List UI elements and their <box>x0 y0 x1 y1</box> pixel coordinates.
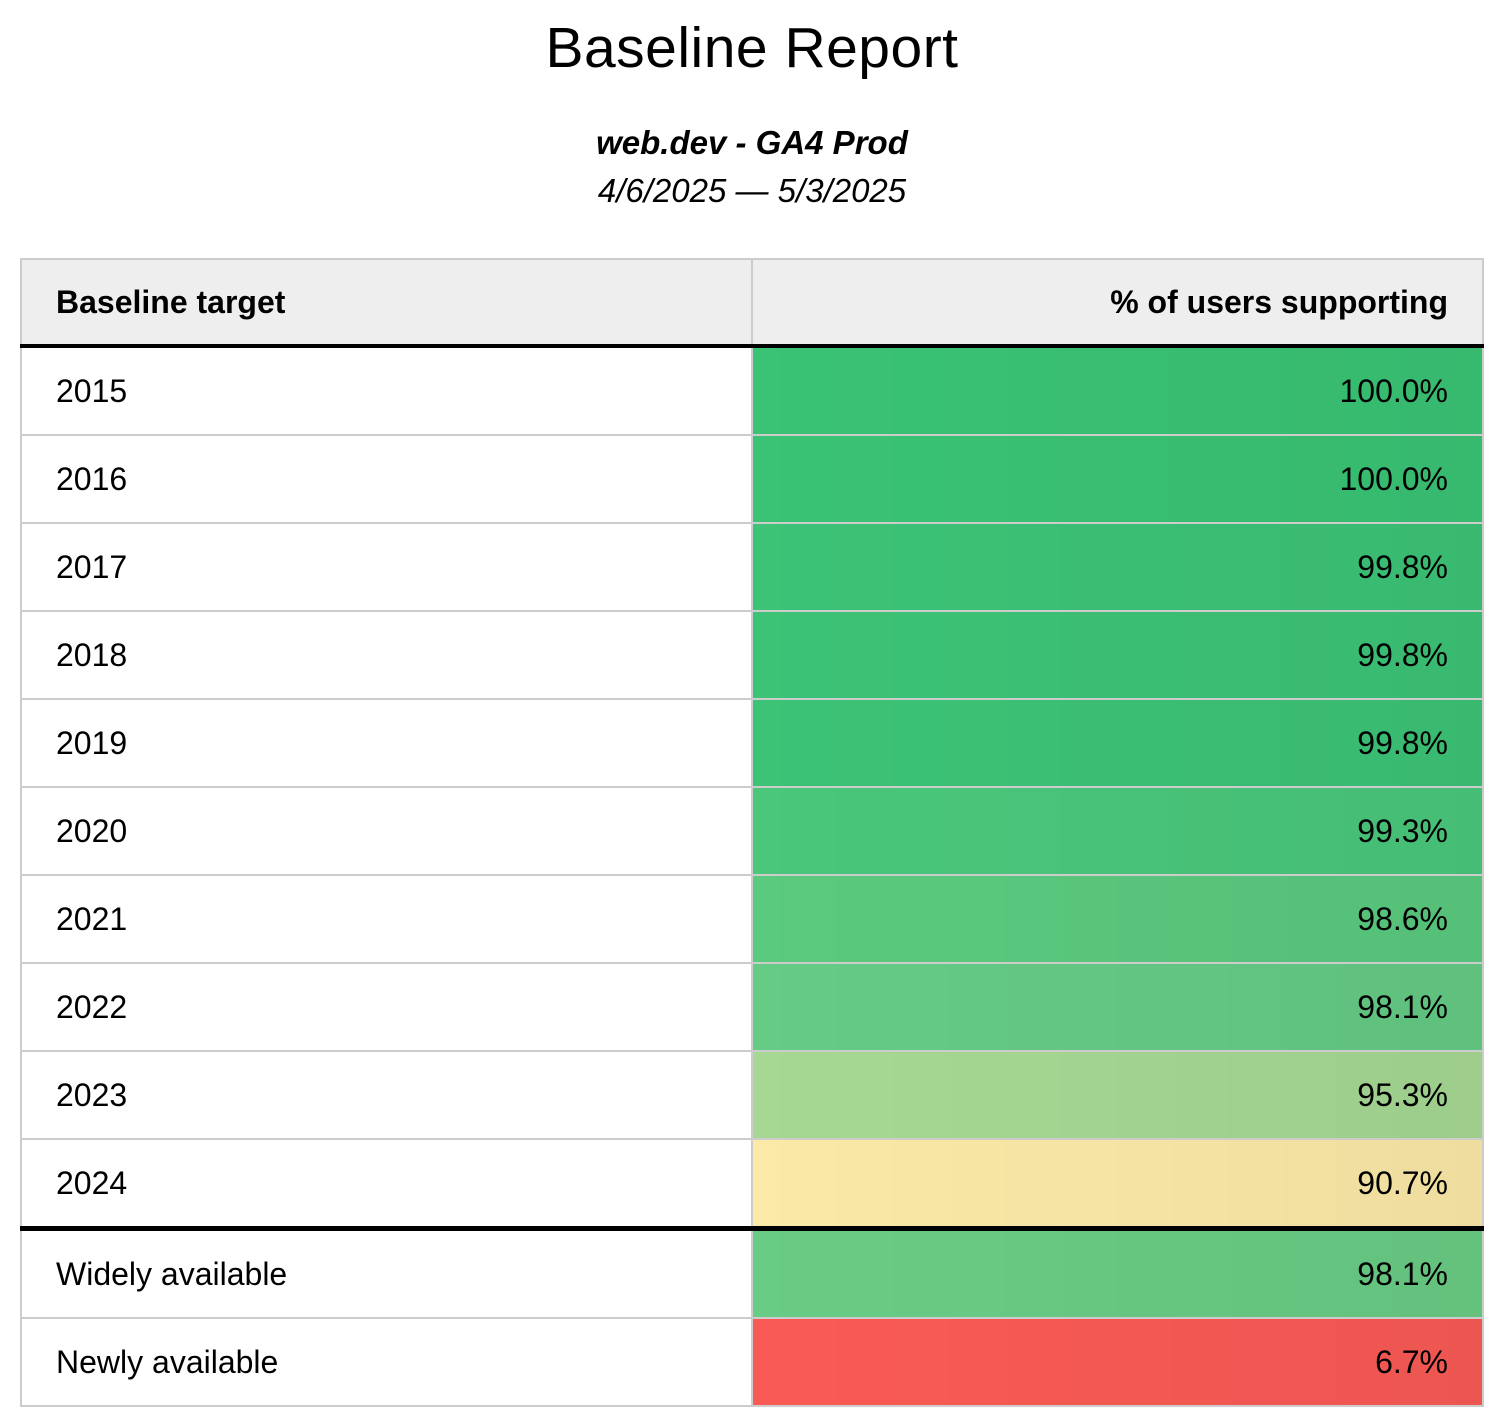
table-row: 2021 98.6% <box>20 874 1484 965</box>
baseline-target-cell: 2019 <box>20 698 753 789</box>
table-row: 2023 95.3% <box>20 1050 1484 1141</box>
page-title: Baseline Report <box>545 16 959 80</box>
table-row: 2018 99.8% <box>20 610 1484 701</box>
support-percentage-cell: 100.0% <box>751 345 1484 437</box>
table-row: 2020 99.3% <box>20 786 1484 877</box>
baseline-target-cell: 2015 <box>20 345 753 437</box>
baseline-target-cell: 2024 <box>20 1138 753 1232</box>
support-percentage-cell: 100.0% <box>751 434 1484 525</box>
table-row: 2017 99.8% <box>20 522 1484 613</box>
baseline-target-cell: 2020 <box>20 786 753 877</box>
support-percentage-cell: 6.7% <box>751 1317 1484 1408</box>
report-source-subtitle: web.dev - GA4 Prod <box>596 124 908 162</box>
table-row: 2024 90.7% <box>20 1138 1484 1232</box>
table-row: Widely available 98.1% <box>20 1227 1484 1320</box>
support-percentage-cell: 99.3% <box>751 786 1484 877</box>
support-percentage-cell: 98.1% <box>751 962 1484 1053</box>
support-percentage-cell: 99.8% <box>751 610 1484 701</box>
support-percentage-cell: 99.8% <box>751 522 1484 613</box>
table-header-row: Baseline target % of users supporting <box>20 258 1484 349</box>
support-percentage-cell: 98.6% <box>751 874 1484 965</box>
baseline-target-cell: 2021 <box>20 874 753 965</box>
baseline-support-table: Baseline target % of users supporting 20… <box>20 258 1484 1408</box>
table-row: 2019 99.8% <box>20 698 1484 789</box>
support-percentage-cell: 99.8% <box>751 698 1484 789</box>
support-percentage-cell: 98.1% <box>751 1227 1484 1320</box>
baseline-target-cell: 2017 <box>20 522 753 613</box>
baseline-target-cell: 2023 <box>20 1050 753 1141</box>
table-row: 2015 100.0% <box>20 345 1484 437</box>
table-row: 2022 98.1% <box>20 962 1484 1053</box>
support-percentage-cell: 95.3% <box>751 1050 1484 1141</box>
baseline-target-cell: 2022 <box>20 962 753 1053</box>
baseline-target-cell: Newly available <box>20 1317 753 1408</box>
baseline-target-cell: 2016 <box>20 434 753 525</box>
baseline-target-cell: Widely available <box>20 1227 753 1320</box>
column-header-baseline-target: Baseline target <box>20 258 753 349</box>
report-date-range: 4/6/2025 — 5/3/2025 <box>597 172 907 210</box>
table-row: 2016 100.0% <box>20 434 1484 525</box>
table-row: Newly available 6.7% <box>20 1317 1484 1408</box>
baseline-target-cell: 2018 <box>20 610 753 701</box>
support-percentage-cell: 90.7% <box>751 1138 1484 1232</box>
column-header-percent-users-supporting: % of users supporting <box>751 258 1484 349</box>
